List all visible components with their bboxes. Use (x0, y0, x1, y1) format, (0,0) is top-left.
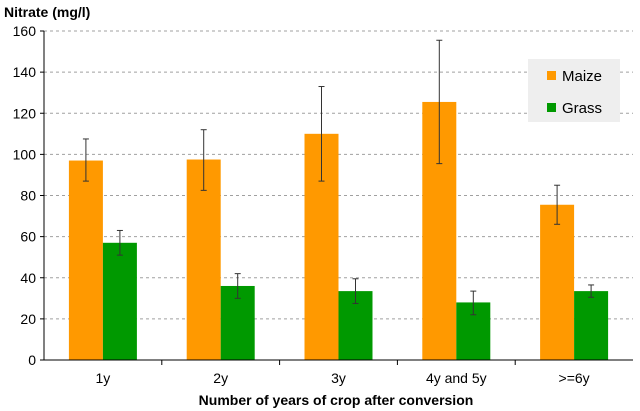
x-tick-label: 3y (331, 370, 346, 386)
y-tick-label: 60 (20, 229, 36, 245)
x-tick-label: 1y (96, 370, 111, 386)
bar-grass-0 (102, 242, 137, 360)
x-tick-label: >=6y (559, 370, 590, 386)
bar-maize-4 (540, 204, 575, 360)
bar-maize-1 (186, 159, 221, 360)
bar-maize-0 (68, 160, 103, 360)
y-tick-label: 80 (20, 188, 36, 204)
y-tick-label: 140 (13, 64, 37, 80)
y-tick-label: 100 (13, 146, 37, 162)
y-tick-label: 0 (28, 352, 36, 368)
y-tick-label: 120 (13, 105, 37, 121)
axes: 0 20 40 60 80 100 120 140 160 1y 2y 3y 4y and 5y >=6y (13, 23, 633, 386)
legend-box (528, 59, 620, 122)
legend-swatch-maize (547, 71, 556, 80)
legend-label-maize: Maize (562, 68, 602, 85)
legend: Maize Grass (528, 59, 620, 122)
y-tick-label: 40 (20, 270, 36, 286)
y-tick-label: 20 (20, 311, 36, 327)
y-tick-label: 160 (13, 23, 37, 39)
error-bars (82, 39, 595, 316)
y-axis-title: Nitrate (mg/l) (4, 4, 90, 20)
bars (68, 101, 609, 361)
legend-label-grass: Grass (562, 100, 602, 117)
x-tick-label: 4y and 5y (426, 370, 487, 386)
x-axis-title: Number of years of crop after conversion (199, 392, 474, 408)
x-tick-label: 2y (213, 370, 228, 386)
legend-swatch-grass (547, 103, 556, 112)
bar-grass-4 (574, 291, 609, 360)
